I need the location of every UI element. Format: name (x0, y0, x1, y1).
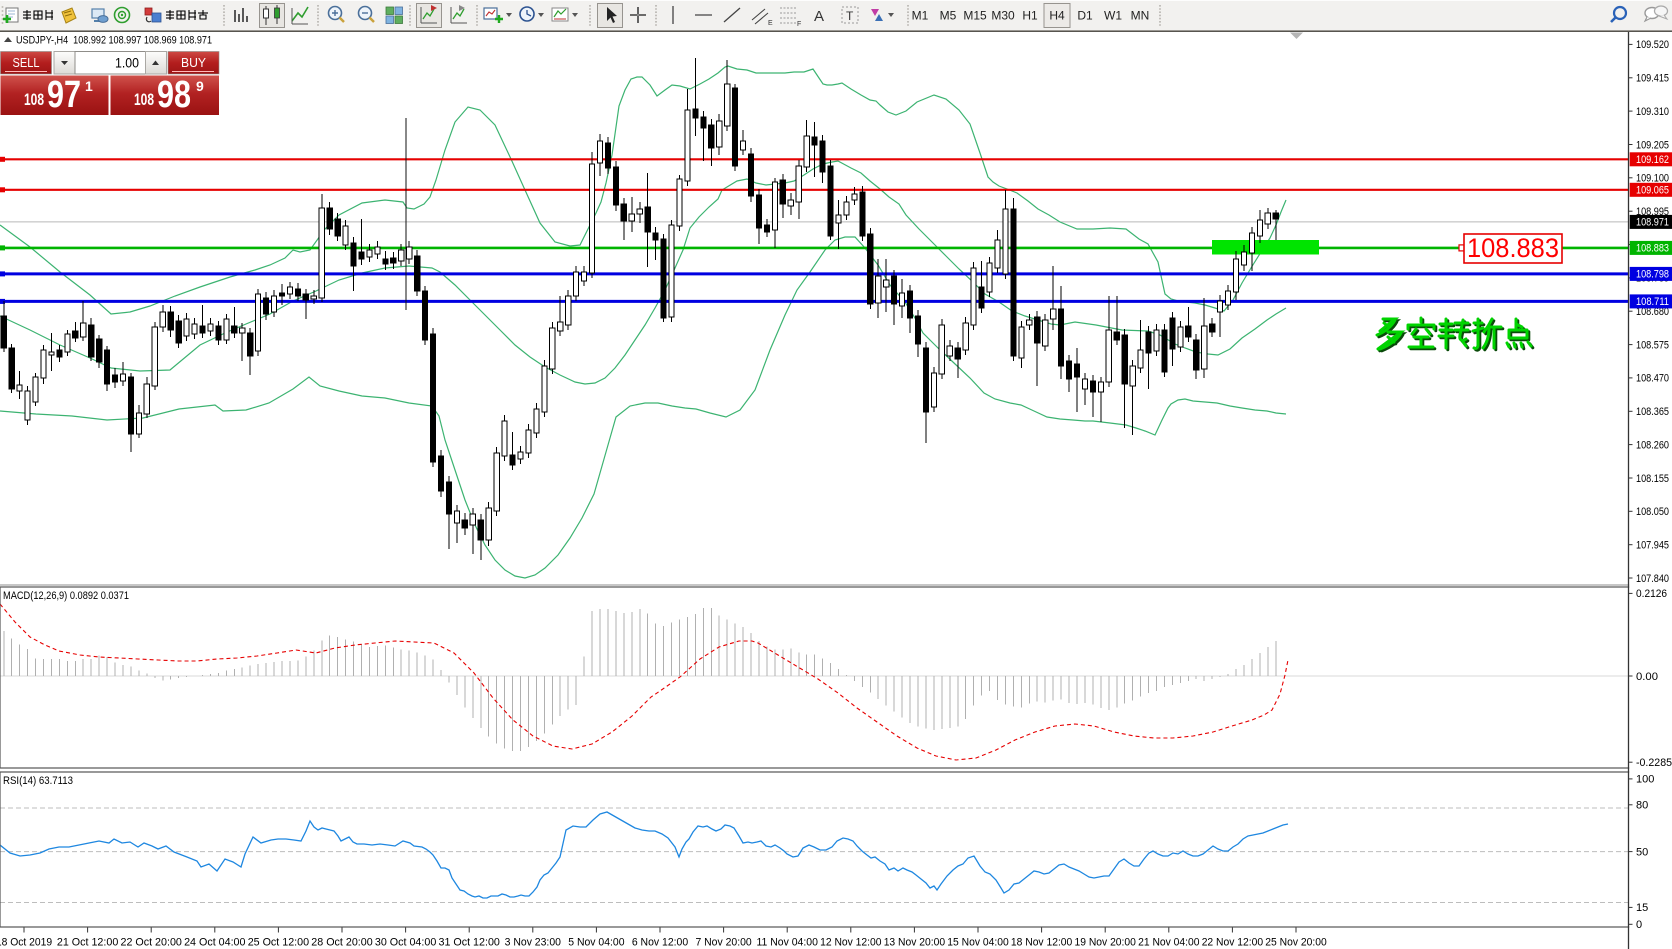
svg-text:21 Oct 12:00: 21 Oct 12:00 (57, 937, 118, 949)
svg-text:22 Nov 12:00: 22 Nov 12:00 (1202, 937, 1263, 949)
svg-text:108.050: 108.050 (1636, 506, 1669, 518)
svg-text:108: 108 (24, 90, 44, 109)
svg-text:M5: M5 (940, 9, 957, 23)
svg-text:80: 80 (1636, 800, 1648, 812)
svg-text:M30: M30 (991, 9, 1015, 23)
svg-text:18 Oct 2019: 18 Oct 2019 (0, 937, 52, 949)
svg-text:109.520: 109.520 (1636, 39, 1669, 51)
svg-text:24 Oct 04:00: 24 Oct 04:00 (184, 937, 245, 949)
svg-text:1.00: 1.00 (115, 56, 139, 71)
svg-text:108.680: 108.680 (1636, 306, 1669, 318)
svg-text:108.575: 108.575 (1636, 339, 1669, 351)
svg-text:19 Nov 20:00: 19 Nov 20:00 (1075, 937, 1136, 949)
svg-text:3 Nov 23:00: 3 Nov 23:00 (505, 937, 561, 949)
svg-text:15: 15 (1636, 902, 1648, 914)
svg-text:25 Oct 12:00: 25 Oct 12:00 (248, 937, 309, 949)
svg-text:1: 1 (85, 78, 93, 94)
svg-text:98: 98 (157, 74, 191, 116)
svg-text:109.415: 109.415 (1636, 73, 1669, 85)
svg-text:50: 50 (1636, 846, 1648, 858)
svg-text:15 Nov 04:00: 15 Nov 04:00 (947, 937, 1008, 949)
svg-text:108.470: 108.470 (1636, 373, 1669, 385)
svg-text:M1: M1 (912, 9, 929, 23)
svg-text:BUY: BUY (181, 56, 207, 70)
svg-text:E: E (768, 20, 773, 27)
svg-text:0: 0 (1636, 919, 1642, 931)
svg-text:H4: H4 (1049, 9, 1065, 23)
svg-text:107.945: 107.945 (1636, 540, 1669, 552)
svg-text:108.711: 108.711 (1636, 296, 1669, 308)
svg-text:30 Oct 04:00: 30 Oct 04:00 (375, 937, 436, 949)
svg-text:5 Nov 04:00: 5 Nov 04:00 (568, 937, 624, 949)
svg-text:M15: M15 (963, 9, 987, 23)
svg-text:D1: D1 (1077, 9, 1093, 23)
svg-text:W1: W1 (1104, 9, 1122, 23)
svg-text:97: 97 (47, 74, 81, 116)
svg-text:108.260: 108.260 (1636, 439, 1669, 451)
svg-text:31 Oct 12:00: 31 Oct 12:00 (439, 937, 500, 949)
svg-text:108.155: 108.155 (1636, 473, 1669, 485)
svg-text:21 Nov 04:00: 21 Nov 04:00 (1138, 937, 1199, 949)
svg-text:H1: H1 (1022, 9, 1038, 23)
svg-text:0.2126: 0.2126 (1636, 588, 1667, 600)
svg-text:108: 108 (134, 90, 154, 109)
svg-text:108.971: 108.971 (1636, 217, 1669, 229)
svg-text:SELL: SELL (13, 56, 40, 70)
svg-text:108.798: 108.798 (1636, 269, 1669, 281)
svg-text:109.162: 109.162 (1636, 154, 1669, 166)
svg-text:25 Nov 20:00: 25 Nov 20:00 (1265, 937, 1326, 949)
svg-text:11 Nov 04:00: 11 Nov 04:00 (757, 937, 818, 949)
svg-text:12 Nov 12:00: 12 Nov 12:00 (820, 937, 881, 949)
svg-text:109.310: 109.310 (1636, 106, 1669, 118)
svg-text:9: 9 (196, 78, 204, 94)
svg-text:107.840: 107.840 (1636, 573, 1669, 585)
svg-text:108.883: 108.883 (1636, 243, 1669, 255)
svg-text:22 Oct 20:00: 22 Oct 20:00 (121, 937, 182, 949)
svg-text:RSI(14) 63.7113: RSI(14) 63.7113 (3, 775, 73, 787)
svg-text:7 Nov 20:00: 7 Nov 20:00 (695, 937, 751, 949)
svg-text:28 Oct 20:00: 28 Oct 20:00 (311, 937, 372, 949)
svg-text:0.00: 0.00 (1636, 671, 1658, 683)
svg-text:-0.2285: -0.2285 (1636, 757, 1672, 769)
svg-text:T: T (846, 9, 854, 23)
svg-text:MN: MN (1131, 9, 1150, 23)
svg-text:18 Nov 12:00: 18 Nov 12:00 (1011, 937, 1072, 949)
svg-text:USDJPY-,H4 108.992 108.997 10: USDJPY-,H4 108.992 108.997 108.969 108.9… (16, 35, 212, 47)
svg-text:6 Nov 12:00: 6 Nov 12:00 (632, 937, 688, 949)
svg-text:109.065: 109.065 (1636, 185, 1669, 197)
svg-text:100: 100 (1636, 774, 1654, 786)
svg-text:F: F (797, 21, 801, 28)
svg-text:MACD(12,26,9) 0.0892 0.0371: MACD(12,26,9) 0.0892 0.0371 (3, 590, 129, 602)
svg-text:109.100: 109.100 (1636, 173, 1669, 185)
svg-text:108.883: 108.883 (1467, 233, 1559, 263)
svg-text:109.205: 109.205 (1636, 139, 1669, 151)
svg-text:A: A (814, 8, 824, 25)
svg-text:108.365: 108.365 (1636, 406, 1669, 418)
svg-text:13 Nov 20:00: 13 Nov 20:00 (884, 937, 945, 949)
